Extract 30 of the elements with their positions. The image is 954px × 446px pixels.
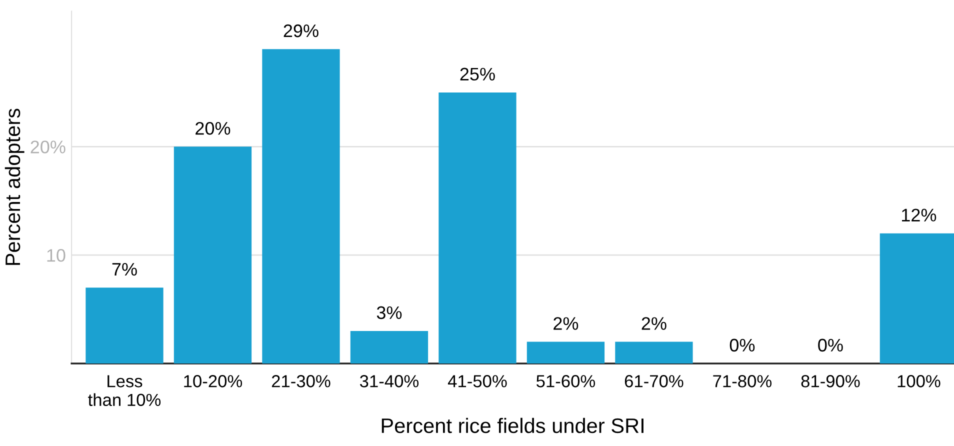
x-axis-title: Percent rice fields under SRI bbox=[382, 418, 644, 434]
x-tick-label: 61-70% bbox=[624, 375, 684, 388]
bar bbox=[262, 49, 340, 364]
x-tick-label: 81-90% bbox=[801, 375, 860, 388]
bar bbox=[174, 146, 252, 364]
data-label: 2% bbox=[554, 317, 578, 330]
bar bbox=[615, 342, 693, 364]
data-label: 12% bbox=[902, 208, 936, 222]
data-label: 29% bbox=[284, 24, 318, 38]
data-label: 20% bbox=[196, 122, 230, 135]
bar bbox=[350, 330, 428, 364]
x-tick-label: 100% bbox=[898, 375, 940, 388]
data-label: 2% bbox=[642, 317, 666, 330]
data-label: 0% bbox=[818, 338, 843, 352]
x-tick-label: Less than 10% bbox=[88, 375, 161, 406]
y-axis-title: Percent adopters bbox=[4, 108, 24, 265]
x-tick-label: 31-40% bbox=[360, 375, 419, 388]
x-tick-label: 51-60% bbox=[536, 375, 596, 388]
x-tick-label: 41-50% bbox=[448, 375, 507, 388]
data-label: 3% bbox=[376, 306, 402, 320]
x-tick-label: 21-30% bbox=[272, 375, 330, 388]
data-label: 25% bbox=[460, 68, 495, 81]
bar bbox=[86, 288, 164, 364]
bar bbox=[438, 92, 516, 364]
data-label: 7% bbox=[112, 262, 137, 276]
x-tick-label: 10-20% bbox=[184, 375, 242, 388]
y-tick-label: 10 bbox=[47, 249, 66, 262]
x-tick-label: 71-80% bbox=[713, 375, 772, 388]
data-label: 0% bbox=[730, 338, 755, 352]
bar bbox=[526, 342, 605, 364]
